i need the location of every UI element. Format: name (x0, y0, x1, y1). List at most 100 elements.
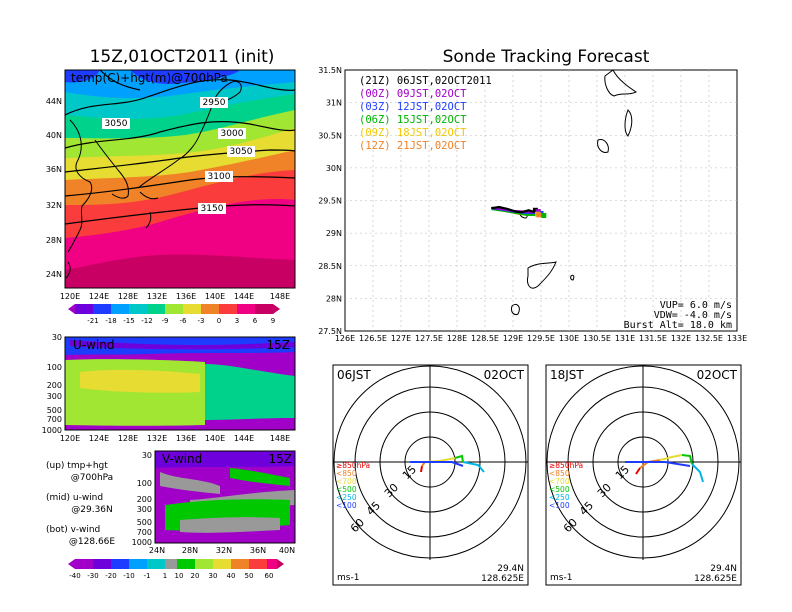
x-tick-label: 126E (335, 334, 355, 343)
colorbar-tick: 1 (163, 572, 167, 580)
tracking-series (490, 205, 547, 219)
temperature-colorbar: -21 -18 -15 -12 -9 -6 -3 0 3 6 9 (68, 304, 280, 325)
x-tick-label: 24N (149, 546, 165, 555)
colorbar-tick: -10 (123, 572, 134, 580)
y-tick-label: 300 (47, 392, 62, 401)
v-wind-panel: V-wind 15Z 30 100 200 300 500 700 1000 2… (132, 450, 296, 555)
tracking-series-label: (00Z) 09JST,02OCT (359, 88, 467, 100)
tracking-series-label: (06Z) 15JST,02OCT (359, 114, 467, 126)
x-tick-label: 132E (671, 334, 691, 343)
tracking-series-label: (12Z) 21JST,02OCT (359, 140, 467, 152)
left-panel-title: 15Z,01OCT2011 (init) (90, 47, 275, 67)
x-tick-label: 136E (176, 434, 196, 443)
colorbar-tick: 40 (227, 572, 236, 580)
panel-legend-notes: (up) tmp+hgt @700hPa (mid) u-wind @29.36… (46, 461, 115, 547)
x-tick-label: 127.5E (415, 334, 443, 343)
u-wind-panel: U-wind 15Z 30 100 200 300 500 700 1000 1… (42, 333, 296, 443)
hodograph-lat: 29.4N (497, 564, 524, 574)
y-tick-label: 100 (47, 363, 62, 372)
x-tick-label: 128E (118, 434, 138, 443)
colorbar-tick: -9 (162, 317, 169, 325)
x-tick-label: 130E (559, 334, 579, 343)
x-tick-label: 120E (60, 292, 80, 301)
x-tick-label: 128.5E (471, 334, 499, 343)
y-tick-label: 30.5N (318, 131, 342, 140)
level-legend-item: <850 (549, 469, 570, 478)
y-tick-label: 28.5N (318, 262, 342, 271)
legend-note-detail: @700hPa (71, 473, 113, 483)
x-tick-label: 120E (60, 434, 80, 443)
track-end-point (536, 212, 542, 218)
temperature-height-map: 2950 3050 3000 3050 3100 3150 temp(C)+hg… (46, 69, 296, 325)
wind-trace (625, 454, 704, 483)
tracking-series-label: (21Z) 06JST,02OCT2011 (359, 75, 492, 87)
x-tick-label: 132E (147, 434, 167, 443)
y-tick-label: 31.5N (318, 66, 342, 75)
colorbar-tick: 30 (209, 572, 218, 580)
wind-colorbar: -40 -30 -20 -10 -1 1 10 20 30 40 50 60 (68, 559, 284, 580)
contour-label: 3050 (105, 119, 128, 129)
ascent-rate-text: VUP= 6.0 m/s (660, 300, 732, 311)
colorbar-tick: 6 (253, 317, 258, 325)
track-end-point (532, 207, 538, 213)
y-tick-label: 30 (52, 333, 62, 342)
x-tick-label: 128E (447, 334, 467, 343)
tracking-coastlines (511, 70, 637, 315)
x-tick-label: 144E (234, 434, 254, 443)
level-legend-item: <850 (336, 469, 357, 478)
descent-rate-text: VDW= -4.0 m/s (654, 310, 732, 321)
hodograph-lon: 128.625E (481, 574, 524, 584)
hodograph-unit: ms-1 (550, 573, 572, 583)
x-tick-label: 28N (182, 546, 198, 555)
x-tick-label: 40N (279, 546, 295, 555)
y-tick-label: 36N (46, 165, 62, 174)
level-legend-item: <700 (549, 477, 570, 486)
x-tick-label: 128E (118, 292, 138, 301)
right-panel-title: Sonde Tracking Forecast (443, 47, 650, 67)
contour-label: 3100 (208, 172, 231, 182)
x-tick-label: 130.5E (583, 334, 611, 343)
level-legend-item: ≥850hPa (336, 461, 370, 470)
x-tick-label: 144E (234, 292, 254, 301)
legend-note-detail: @128.66E (69, 537, 115, 547)
x-tick-label: 131E (615, 334, 635, 343)
legend-note-detail: @29.36N (71, 505, 113, 515)
colorbar-tick: 20 (191, 572, 200, 580)
y-tick-label: 28N (46, 236, 62, 245)
legend-note-heading: (bot) v-wind (46, 525, 100, 535)
colorbar-tick: 60 (265, 572, 274, 580)
x-tick-label: 148E (270, 292, 290, 301)
y-tick-label: 29.5N (318, 197, 342, 206)
colorbar-tick: -15 (123, 317, 134, 325)
hodograph-lat: 29.4N (710, 564, 737, 574)
v-wind-label: V-wind (162, 452, 202, 466)
colorbar-tick: 50 (245, 572, 254, 580)
track-end-point (541, 213, 547, 219)
level-legend-item: <700 (336, 477, 357, 486)
y-tick-label: 28N (326, 294, 342, 303)
y-tick-label: 100 (137, 479, 152, 488)
y-tick-label: 500 (137, 518, 152, 527)
tracking-grid (345, 70, 737, 331)
y-tick-label: 40N (46, 131, 62, 140)
contour-label: 3000 (221, 129, 244, 139)
colorbar-tick: -30 (87, 572, 98, 580)
legend-note-heading: (mid) u-wind (46, 493, 103, 503)
u-wind-label: U-wind (73, 338, 114, 352)
track-series-line (490, 205, 536, 214)
x-tick-label: 129.5E (527, 334, 555, 343)
x-tick-label: 129E (503, 334, 523, 343)
x-tick-label: 131.5E (639, 334, 667, 343)
v-wind-time: 15Z (269, 452, 293, 466)
tracking-series-label: (03Z) 12JST,02OCT (359, 101, 467, 113)
x-tick-label: 133E (727, 334, 747, 343)
x-tick-label: 124E (89, 434, 109, 443)
colorbar-tick: 0 (217, 317, 221, 325)
colorbar-tick: -21 (87, 317, 98, 325)
y-tick-label: 200 (47, 381, 62, 390)
x-tick-label: 32N (216, 546, 232, 555)
y-tick-label: 500 (47, 406, 62, 415)
level-legend-item: <500 (549, 485, 570, 494)
colorbar-tick: -3 (198, 317, 205, 325)
hodograph-lon: 128.625E (694, 574, 737, 584)
